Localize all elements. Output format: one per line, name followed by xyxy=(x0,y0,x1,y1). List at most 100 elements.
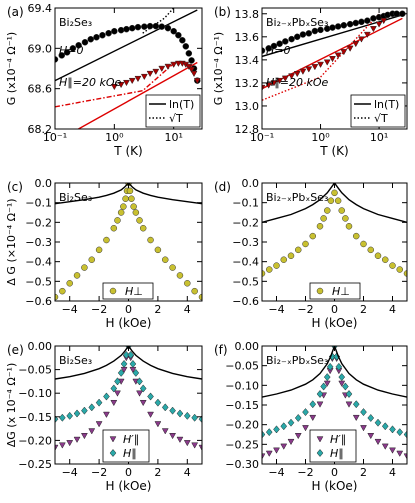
plot-frame xyxy=(261,7,408,130)
legend-box xyxy=(350,94,406,128)
y-tick-label: 0.0 xyxy=(242,177,260,190)
data-point xyxy=(369,26,377,33)
data-point xyxy=(287,418,295,427)
data-point xyxy=(293,71,301,78)
data-point xyxy=(262,430,266,439)
y-tick-label: −0.2 xyxy=(25,216,52,229)
y-tick-label: 69.0 xyxy=(28,42,53,55)
y-tick-label: 12.8 xyxy=(235,123,260,136)
x-tick-label: −2 xyxy=(297,303,313,316)
data-point xyxy=(136,377,143,386)
legend-marker xyxy=(109,449,117,457)
panel-b: 10⁻¹ 10⁰ 10¹ 12.8 13.0 13.2 13.4 13.6 13.8 T (K) G… xyxy=(212,5,408,158)
data-point xyxy=(329,56,336,63)
data-point xyxy=(403,430,407,439)
data-point xyxy=(342,215,349,222)
data-point xyxy=(117,81,125,89)
annotation: H∥=20 kOe xyxy=(59,76,122,89)
data-point xyxy=(132,368,140,377)
data-point xyxy=(374,438,382,446)
data-point xyxy=(105,29,112,37)
data-point xyxy=(345,401,353,408)
data-point xyxy=(190,70,198,78)
data-point xyxy=(340,49,348,56)
data-point xyxy=(55,444,59,451)
data-point xyxy=(147,411,154,418)
data-point xyxy=(364,17,371,24)
data-point xyxy=(338,373,346,382)
data-point xyxy=(374,252,382,260)
legend-label: H⊥ xyxy=(332,285,350,298)
data-point xyxy=(185,50,193,57)
data-point xyxy=(169,406,176,415)
data-point xyxy=(136,217,143,224)
data-point xyxy=(110,384,118,393)
x-tick-label: 0 xyxy=(125,303,132,316)
data-point xyxy=(320,215,327,222)
x-tick-label: −2 xyxy=(91,303,107,316)
data-point xyxy=(81,39,89,46)
x-tick-label: 4 xyxy=(184,466,191,479)
data-point xyxy=(88,428,96,435)
data-point xyxy=(191,413,198,422)
data-point xyxy=(317,61,324,68)
data-point xyxy=(123,79,130,87)
data-point xyxy=(262,47,266,54)
data-point xyxy=(103,411,110,418)
data-point xyxy=(324,207,331,214)
legend: H′∥H∥ xyxy=(309,429,357,463)
x-tick-label: −4 xyxy=(268,303,284,316)
x-tick-label: −4 xyxy=(268,466,284,479)
data-point xyxy=(66,280,73,287)
data-point xyxy=(169,264,176,271)
data-point xyxy=(191,287,198,295)
data-point xyxy=(280,256,287,263)
legend-label: ln(T) xyxy=(169,98,194,111)
data-point xyxy=(55,293,59,301)
data-point xyxy=(176,436,184,443)
data-point xyxy=(193,77,201,85)
plot-area xyxy=(55,8,201,129)
data-point xyxy=(338,207,345,214)
data-point xyxy=(288,35,295,43)
data-point xyxy=(266,266,273,273)
x-tick-label: 0 xyxy=(125,466,132,479)
y-tick-label: −0.05 xyxy=(225,360,259,373)
y-tick-label: −0.5 xyxy=(232,275,259,288)
data-point xyxy=(128,195,135,202)
y-tick-label: −0.20 xyxy=(18,434,52,447)
data-point xyxy=(154,421,162,428)
data-point xyxy=(120,359,128,368)
y-axis-label: G (x10⁻⁴ Ω⁻¹) xyxy=(212,32,225,105)
y-tick-label: 13.4 xyxy=(235,54,260,67)
data-point xyxy=(198,444,202,451)
data-point xyxy=(176,409,184,418)
y-tick-label: −0.5 xyxy=(25,275,52,288)
data-point xyxy=(182,43,190,50)
data-point xyxy=(146,70,154,78)
data-point xyxy=(327,197,335,204)
legend-label: H′∥ xyxy=(123,433,139,446)
data-point xyxy=(140,73,148,81)
panel-label: (a) xyxy=(7,5,24,19)
data-point xyxy=(95,398,103,407)
data-point xyxy=(130,203,137,210)
data-point xyxy=(110,84,118,91)
x-tick-label: 4 xyxy=(184,303,191,316)
x-tick-label: 10⁻¹ xyxy=(250,131,274,144)
data-point xyxy=(59,413,66,422)
material-label: Bi₂Se₃ xyxy=(59,16,92,29)
data-point xyxy=(80,433,88,440)
data-point xyxy=(110,224,118,232)
data-point xyxy=(353,232,360,240)
data-point xyxy=(154,398,162,407)
data-point xyxy=(381,443,389,450)
panel-label: (d) xyxy=(214,180,231,194)
data-point xyxy=(81,406,88,415)
data-point xyxy=(73,272,81,279)
data-point xyxy=(81,264,88,271)
y-tick-label: −0.25 xyxy=(18,458,52,471)
material-label: Bi₂₋ₓPbₓSe₃ xyxy=(266,16,328,29)
data-point xyxy=(127,350,135,359)
x-tick-label: −4 xyxy=(62,466,78,479)
